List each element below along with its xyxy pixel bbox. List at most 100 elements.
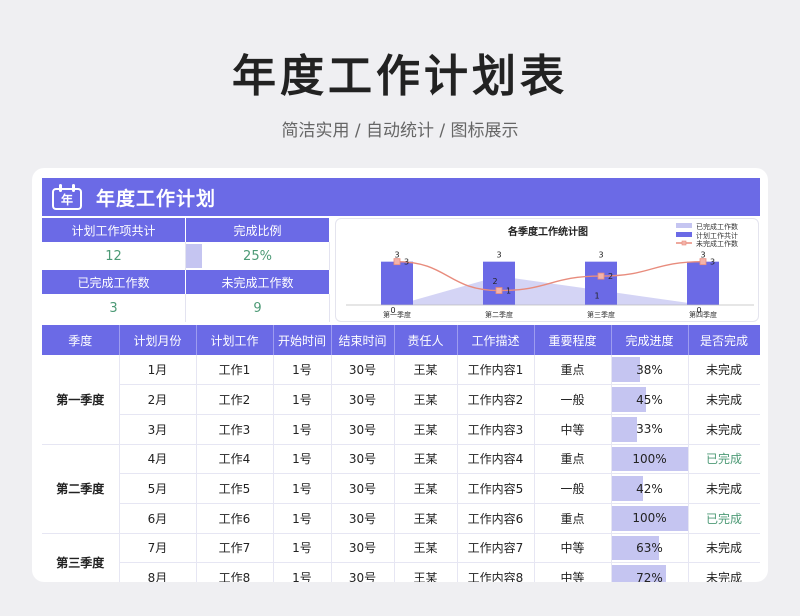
- level-cell: 中等: [534, 562, 612, 582]
- status-cell: 已完成: [688, 503, 760, 534]
- column-header: 工作描述: [457, 325, 535, 355]
- end-cell: 30号: [331, 503, 395, 534]
- task-cell: 工作7: [196, 533, 274, 564]
- task-cell: 工作2: [196, 384, 274, 415]
- table-row[interactable]: 第二季度 4月 工作4 1号 30号 王某 工作内容4 重点 100% 已完成: [42, 444, 760, 534]
- category-label: 第一季度: [383, 310, 411, 319]
- plan-table-wrap[interactable]: 季度 计划月份 计划工作 开始时间 结束时间 责任人 工作描述 重要程度 完成进度 是否完成 第一…: [42, 325, 760, 582]
- card-title: 年度工作计划: [96, 187, 217, 210]
- level-cell: 一般: [534, 384, 612, 415]
- bar-value-label: 3: [496, 251, 501, 260]
- start-cell: 1号: [273, 414, 332, 445]
- task-cell: 工作8: [196, 562, 274, 582]
- desc-cell: 工作内容6: [457, 503, 535, 534]
- progress-bar: [611, 565, 667, 582]
- undone-value: 9: [186, 294, 330, 322]
- table-row[interactable]: 第一季度 1月 工作1 1号 30号 王某 工作内容1 重点 38% 未完成: [42, 355, 760, 445]
- ratio-fill-bar: [186, 244, 203, 268]
- owner-cell: 王某: [394, 414, 458, 445]
- end-cell: 30号: [331, 533, 395, 564]
- progress-cell: 42%: [611, 473, 689, 504]
- column-header: 计划月份: [119, 325, 197, 355]
- month-cell: 5月: [119, 473, 197, 504]
- line-value-label: 3: [404, 258, 409, 267]
- progress-cell: 100%: [611, 444, 689, 475]
- progress-label: 42%: [636, 481, 663, 496]
- line-value-label: 1: [506, 287, 511, 296]
- category-label: 第二季度: [485, 310, 513, 319]
- column-header: 开始时间: [273, 325, 332, 355]
- area-value-label: 0: [696, 306, 701, 315]
- progress-label: 72%: [636, 570, 663, 582]
- table-row[interactable]: 2月 工作2 1号 30号 王某 工作内容2 一般 45% 未完成: [42, 384, 760, 415]
- progress-label: 100%: [632, 511, 667, 526]
- start-cell: 1号: [273, 384, 332, 415]
- status-cell: 未完成: [688, 414, 760, 445]
- end-cell: 30号: [331, 444, 395, 475]
- legend-label: 计划工作共计: [696, 231, 738, 240]
- owner-cell: 王某: [394, 503, 458, 534]
- card-header: 年 年度工作计划: [42, 178, 760, 216]
- column-header: 结束时间: [331, 325, 395, 355]
- table-row[interactable]: 8月 工作8 1号 30号 王某 工作内容8 中等 72% 未完成: [42, 562, 760, 582]
- owner-cell: 王某: [394, 473, 458, 504]
- progress-bar: [611, 505, 688, 531]
- status-cell: 未完成: [688, 473, 760, 504]
- end-cell: 30号: [331, 355, 395, 386]
- month-cell: 1月: [119, 355, 197, 386]
- done-value: 3: [42, 294, 186, 322]
- task-cell: 工作5: [196, 473, 274, 504]
- page-title: 年度工作计划表: [232, 51, 568, 102]
- progress-bar: [611, 476, 644, 501]
- start-cell: 1号: [273, 503, 332, 534]
- progress-cell: 33%: [611, 414, 689, 445]
- legend-label: 已完成工作数: [696, 222, 738, 231]
- progress-bar: [611, 387, 646, 412]
- month-cell: 2月: [119, 384, 197, 415]
- end-cell: 30号: [331, 562, 395, 582]
- owner-cell: 王某: [394, 355, 458, 386]
- level-cell: 一般: [534, 473, 612, 504]
- task-cell: 工作4: [196, 444, 274, 475]
- page-subtitle: 简洁实用 / 自动统计 / 图标展示: [281, 121, 519, 141]
- month-cell: 7月: [119, 533, 197, 564]
- table-header-row: 季度 计划月份 计划工作 开始时间 结束时间 责任人 工作描述 重要程度 完成进度 是否完成: [42, 325, 760, 355]
- progress-cell: 72%: [611, 562, 689, 582]
- bar-planned: [687, 261, 719, 305]
- column-header: 完成进度: [611, 325, 689, 355]
- quarter-cell: 第一季度: [42, 355, 120, 445]
- table-row[interactable]: 3月 工作3 1号 30号 王某 工作内容3 中等 33% 未完成: [42, 414, 760, 445]
- desc-cell: 工作内容3: [457, 414, 535, 445]
- line-point: [495, 287, 503, 294]
- owner-cell: 王某: [394, 533, 458, 564]
- line-point: [597, 272, 605, 280]
- end-cell: 30号: [331, 414, 395, 445]
- start-cell: 1号: [273, 533, 332, 564]
- plan-table: 季度 计划月份 计划工作 开始时间 结束时间 责任人 工作描述 重要程度 完成进度 是否完成 第一…: [42, 325, 760, 582]
- desc-cell: 工作内容4: [457, 444, 535, 475]
- table-row[interactable]: 5月 工作5 1号 30号 王某 工作内容5 一般 42% 未完成: [42, 473, 760, 504]
- level-cell: 中等: [534, 414, 612, 445]
- owner-cell: 王某: [394, 562, 458, 582]
- table-row[interactable]: 6月 工作6 1号 30号 王某 工作内容6 重点 100% 已完成: [42, 503, 760, 534]
- line-uncompleted: [396, 260, 704, 292]
- quarter-cell: 第二季度: [42, 444, 120, 534]
- quarter-chart: 各季度工作统计图 3 3 3 3 3 1 2 3 0 2 1 0 第一季度 第二季度 第三季度 第四季度 已完成工…: [335, 218, 759, 322]
- progress-bar: [611, 357, 641, 383]
- calendar-icon-glyph: 年: [60, 193, 73, 207]
- ratio-value: 25%: [186, 242, 330, 270]
- task-cell: 工作1: [196, 355, 274, 386]
- start-cell: 1号: [273, 444, 332, 475]
- quarter-cell: 第三季度: [42, 533, 120, 582]
- status-cell: 已完成: [688, 444, 760, 475]
- table-row[interactable]: 第三季度 7月 工作7 1号 30号 王某 工作内容7 中等 63% 未完成: [42, 533, 760, 582]
- desc-cell: 工作内容1: [457, 355, 535, 386]
- status-cell: 未完成: [688, 355, 760, 386]
- bar-planned: [381, 261, 413, 305]
- bar-planned: [585, 261, 617, 305]
- total-label: 计划工作项共计: [42, 218, 186, 242]
- desc-cell: 工作内容2: [457, 384, 535, 415]
- category-label: 第三季度: [587, 310, 615, 319]
- bar-value-label: 3: [394, 251, 399, 260]
